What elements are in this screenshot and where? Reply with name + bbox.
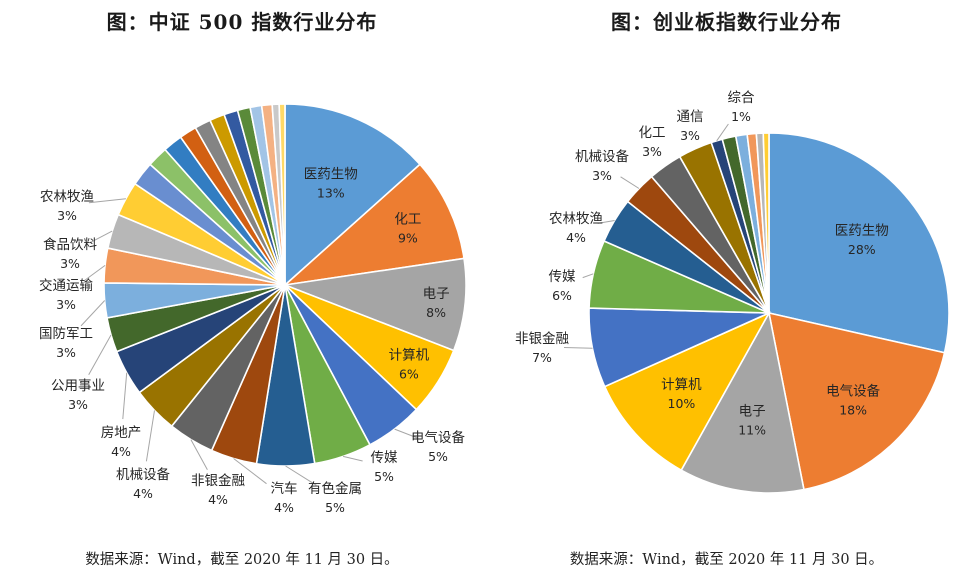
slice-2 [680,310,805,494]
slice-category-label: 公用事业 [51,378,105,394]
slice-category-label: 农林牧渔 [549,211,603,227]
slice-category-label: 电子 [739,404,766,420]
chart-title: 图：创业板指数行业分布 [611,10,842,34]
slice-0 [284,103,422,287]
leader-line [582,273,594,279]
leader-line [190,439,208,470]
pie-chart-chinext: 医药生物 28% 电气设备 18% 电子 11% 计算机 10% 非银金融 7% 传媒 6% 农林牧渔 4… [515,90,950,494]
slice-percent-label: 3% [592,168,612,183]
slice-category-label: 通信 [677,109,704,125]
pie-chart-csi500: 医药生物 13% 化工 9% 电子 8% 计算机 6% 电气设备 5% 传媒 5% 有色金属 5% 汽车 4%… [39,103,467,515]
slice-category-label: 化工 [394,211,421,227]
slice-category-label: 农林牧渔 [40,189,94,205]
leader-line [563,347,593,349]
slice-percent-label: 4% [133,486,153,501]
pie-slices [588,132,950,494]
slice-percent-label: 6% [399,366,419,381]
chart-title: 图：中证 500 指数行业分布 [106,10,378,34]
leader-line [394,428,418,439]
slice-percent-label: 10% [668,396,696,411]
leader-line [83,264,106,282]
slice-percent-label: 3% [57,208,77,223]
slice-percent-label: 3% [56,297,76,312]
slice-percent-label: 4% [111,444,131,459]
slice-category-label: 计算机 [661,377,702,393]
slice-0 [768,132,950,354]
leader-line [597,220,615,224]
slice-category-label: 机械设备 [116,466,170,483]
leader-line [89,230,113,244]
pie-labels: 医药生物 13% 化工 9% 电子 8% 计算机 6% 电气设备 5% 传媒 5% 有色金属 5% 汽车 4%… [39,167,465,515]
slice-category-label: 传媒 [371,450,398,466]
slice-percent-label: 18% [839,402,867,417]
slice-category-label: 医药生物 [835,223,889,239]
slice-category-label: 电气设备 [411,429,465,446]
slice-percent-label: 5% [374,469,394,484]
pie-slices [103,103,467,467]
slice-percent-label: 1% [731,109,751,124]
slice-percent-label: 3% [680,128,700,143]
leader-line [122,372,128,420]
slice-percent-label: 4% [566,230,586,245]
slice-minor-27 [278,103,286,286]
slice-1 [282,163,465,287]
source-note: 数据来源：Wind，截至 2020 年 11 月 30 日。 [569,552,884,568]
leader-line [233,458,267,485]
slice-percent-label: 8% [426,305,446,320]
left-chart-panel: 图：中证 500 指数行业分布 医药生物 13% 化工 9% 电子 8% 计算机 6% 电气设备… [0,0,484,588]
leader-line [620,176,640,189]
slice-percent-label: 7% [532,350,552,365]
leader-line [342,455,363,462]
leader-line [716,123,729,142]
slice-category-label: 综合 [728,90,756,106]
slice-percent-label: 5% [428,449,448,464]
pie-labels: 医药生物 28% 电气设备 18% 电子 11% 计算机 10% 非银金融 7% 传媒 6% 农林牧渔 4… [515,90,889,438]
right-chart-panel: 图：创业板指数行业分布 医药生物 28% 电气设备 18% 电子 11% 计算机 10% 非银金… [484,0,969,588]
leader-line [88,334,112,376]
slice-category-label: 电子 [423,286,450,302]
leader-line [88,198,126,204]
slice-category-label: 传媒 [549,269,577,285]
leader-line [80,300,106,327]
slice-percent-label: 28% [848,242,876,257]
source-note: 数据来源：Wind，截至 2020 年 11 月 30 日。 [85,552,399,568]
slice-percent-label: 13% [317,186,345,201]
slice-category-label: 有色金属 [308,480,362,497]
slice-category-label: 食品饮料 [43,236,97,253]
slice-category-label: 汽车 [271,480,298,497]
slice-category-label: 机械设备 [575,148,629,165]
slice-percent-label: 5% [325,500,345,515]
slice-category-label: 化工 [639,125,666,141]
slice-percent-label: 4% [274,500,294,515]
slice-category-label: 房地产 [101,425,142,441]
slice-percent-label: 6% [552,288,572,303]
slice-percent-label: 3% [56,345,76,360]
slice-percent-label: 11% [738,423,766,438]
slice-percent-label: 3% [642,144,662,159]
slice-percent-label: 9% [398,230,418,245]
leader-line [145,410,155,462]
slice-percent-label: 4% [208,492,228,507]
slice-category-label: 国防军工 [39,326,93,342]
slice-percent-label: 3% [68,397,88,412]
slice-category-label: 计算机 [389,347,430,363]
slice-category-label: 交通运输 [39,277,93,294]
leader-line [285,465,317,486]
slice-percent-label: 3% [60,256,80,271]
slice-3 [603,311,771,472]
slice-category-label: 非银金融 [515,331,569,347]
slice-minor-15 [762,132,770,314]
slice-2 [281,257,467,352]
slice-category-label: 非银金融 [191,473,245,489]
slice-1 [767,311,946,491]
slice-category-label: 医药生物 [304,167,358,183]
slice-category-label: 电气设备 [826,382,880,399]
